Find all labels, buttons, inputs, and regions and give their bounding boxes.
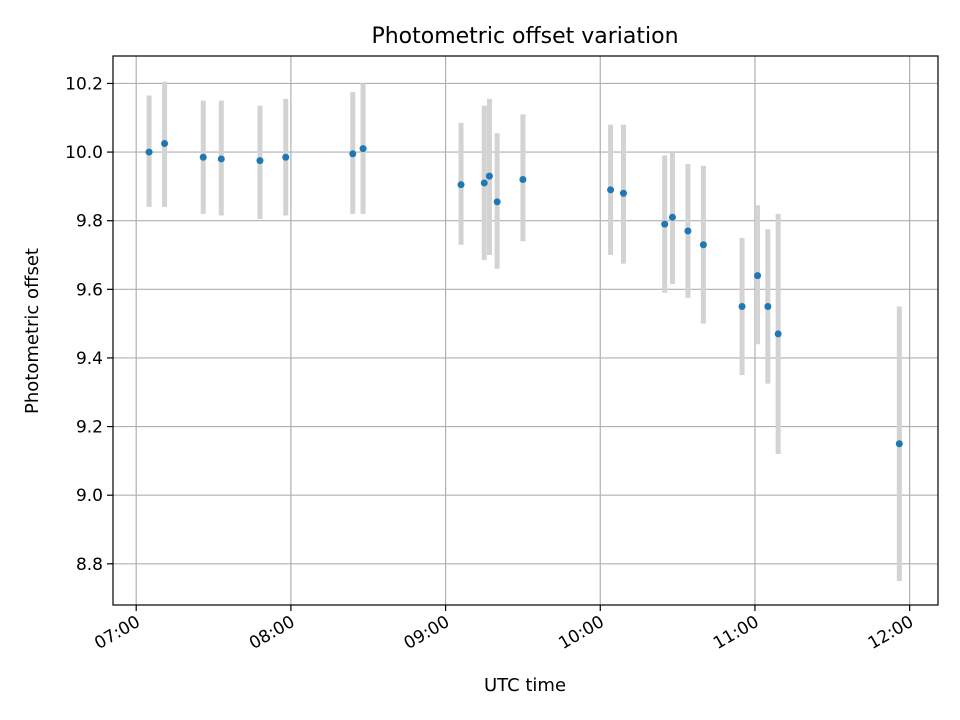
y-tick-label: 9.0 <box>76 486 103 506</box>
data-point <box>145 148 153 156</box>
grid <box>113 56 938 605</box>
data-point <box>349 150 357 158</box>
data-point <box>774 330 782 338</box>
data-point <box>661 220 669 228</box>
data-point <box>668 213 676 221</box>
data-point <box>607 186 615 194</box>
y-tick-label: 8.8 <box>76 555 103 575</box>
data-point <box>480 179 488 187</box>
data-point <box>359 145 367 153</box>
data-point <box>684 227 692 235</box>
y-tick-label: 9.4 <box>76 349 103 369</box>
data-point <box>738 302 746 310</box>
data-point <box>619 189 627 197</box>
y-tick-label: 9.8 <box>76 212 103 232</box>
data-point <box>493 198 501 206</box>
y-tick-label: 10.2 <box>65 74 103 94</box>
y-tick-label: 9.2 <box>76 418 103 438</box>
y-tick-label: 9.6 <box>76 280 103 300</box>
plot-frame <box>112 55 939 606</box>
data-point <box>764 302 772 310</box>
data-points <box>145 139 903 448</box>
y-axis-label: Photometric offset <box>22 248 43 414</box>
data-point <box>199 153 207 161</box>
data-point <box>161 139 169 147</box>
data-point <box>699 241 707 249</box>
data-point <box>457 181 465 189</box>
x-axis-label: UTC time <box>484 675 566 696</box>
data-point <box>256 157 264 165</box>
data-point <box>895 440 903 448</box>
chart-title: Photometric offset variation <box>371 24 678 49</box>
data-point <box>754 272 762 280</box>
y-axis-ticks: 8.8 9.0 9.2 9.4 9.6 9.8 10.0 10.2 <box>65 74 113 575</box>
data-point <box>282 153 290 161</box>
data-point <box>519 176 527 184</box>
data-point <box>217 155 225 163</box>
data-point <box>485 172 493 180</box>
y-tick-label: 10.0 <box>65 143 103 163</box>
